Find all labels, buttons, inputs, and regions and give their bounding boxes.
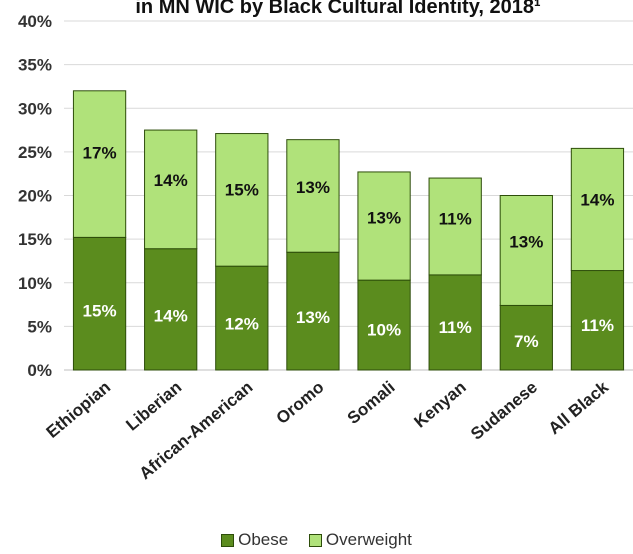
chart-title: in MN WIC by Black Cultural Identity, 20… — [135, 0, 541, 18]
x-category-label: Ethiopian — [43, 378, 115, 442]
y-axis-ticks: 0% 5% 10% 15% 20% 25% 30% 35% 40% — [18, 12, 52, 380]
bar-segment-overweight — [72, 90, 127, 238]
x-category-label: Liberian — [122, 378, 185, 435]
bar-segment-obese — [72, 236, 127, 371]
data-label-obese: 14% — [154, 306, 188, 325]
y-tick-label: 0% — [27, 361, 52, 380]
bar-segment-obese — [286, 251, 340, 371]
y-tick-label: 5% — [27, 317, 52, 336]
bar-segment-overweight — [499, 195, 553, 306]
data-label-overweight: 17% — [83, 143, 117, 162]
data-label-overweight: 11% — [439, 210, 472, 229]
data-label-obese: 13% — [296, 308, 330, 327]
bar-segment-obese — [215, 265, 269, 371]
bars — [72, 90, 625, 371]
x-category-label: Oromo — [273, 378, 328, 428]
legend-label-overweight: Overweight — [325, 530, 412, 549]
x-category-label: All Black — [545, 377, 613, 438]
data-label-obese: 15% — [83, 301, 117, 320]
x-category-label: Kenyan — [410, 378, 469, 432]
y-tick-label: 30% — [18, 99, 52, 118]
bar-segment-obese — [428, 274, 482, 371]
data-label-obese: 10% — [367, 321, 401, 340]
bar-segment-overweight — [570, 147, 625, 272]
y-tick-label: 15% — [18, 230, 52, 249]
y-tick-label: 40% — [18, 12, 52, 31]
bar-segment-overweight — [215, 133, 269, 267]
data-label-overweight: 14% — [154, 171, 188, 190]
y-tick-label: 20% — [18, 187, 52, 206]
y-tick-label: 25% — [18, 143, 52, 162]
data-label-overweight: 13% — [296, 178, 330, 197]
legend-item-overweight: Overweight — [308, 530, 412, 550]
bar-segment-overweight — [357, 171, 411, 281]
data-label-overweight: 13% — [509, 233, 543, 252]
y-tick-label: 10% — [18, 274, 52, 293]
data-label-obese: 7% — [514, 332, 539, 351]
data-labels: 15% 17% 14% 14% 12% 15% 13% 13% 10% 13% 11% 11% 7% 13… — [83, 143, 615, 351]
bar-segment-obese — [144, 248, 198, 371]
x-category-label: Somali — [344, 378, 399, 428]
y-tick-label: 35% — [18, 56, 52, 75]
data-label-obese: 11% — [439, 318, 472, 337]
bar-segment-obese — [570, 270, 625, 371]
legend-swatch-obese — [221, 533, 235, 547]
bar-segment-overweight — [286, 139, 340, 253]
bar-segment-overweight — [428, 177, 482, 276]
legend-label-obese: Obese — [238, 530, 289, 549]
data-label-obese: 12% — [225, 314, 259, 333]
data-label-overweight: 13% — [367, 208, 401, 227]
legend-swatch-overweight — [308, 533, 322, 547]
x-category-label: Sudanese — [467, 378, 541, 444]
data-label-overweight: 14% — [580, 191, 614, 210]
legend: Obese Overweight — [0, 530, 633, 552]
data-label-overweight: 15% — [225, 180, 259, 199]
legend-item-obese: Obese — [221, 530, 288, 550]
bar-segment-overweight — [144, 129, 198, 250]
data-label-obese: 11% — [581, 316, 614, 335]
